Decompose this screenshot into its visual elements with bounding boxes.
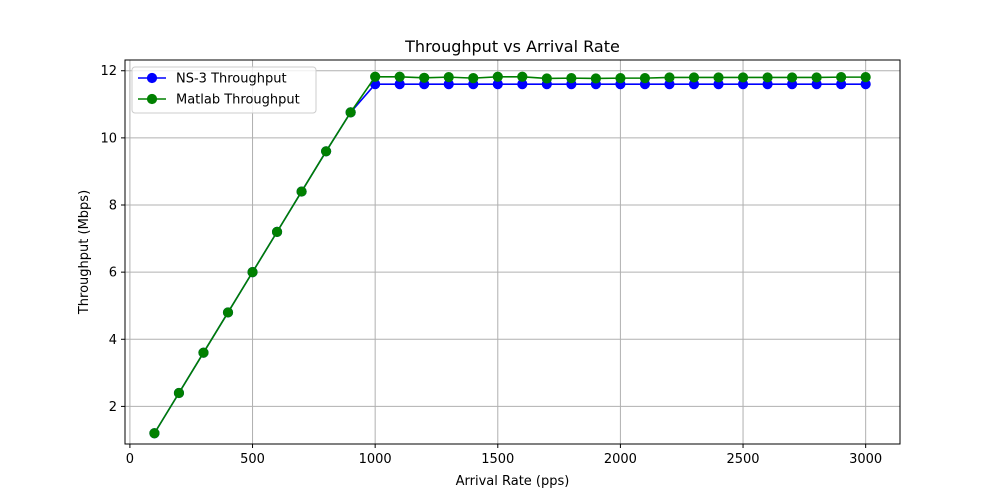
series-2-point <box>811 72 822 83</box>
series-2-point <box>443 72 454 83</box>
y-tick-label: 2 <box>109 400 117 415</box>
series-2-point <box>173 387 185 399</box>
x-tick-label: 0 <box>126 452 134 467</box>
y-axis-label: Throughput (Mbps) <box>77 190 92 315</box>
series-layer <box>149 71 871 439</box>
series-2-point <box>566 73 577 84</box>
series-2-point <box>590 73 601 84</box>
series-2-point <box>713 72 724 83</box>
x-tick-label: 3000 <box>849 452 882 467</box>
chart-title: Throughput vs Arrival Rate <box>404 37 620 56</box>
x-tick-label: 2500 <box>726 452 759 467</box>
legend-marker-2 <box>146 93 158 105</box>
legend-label-2: Matlab Throughput <box>176 93 300 108</box>
legend-entries: NS-3 Throughput Matlab Throughput <box>138 72 300 108</box>
plot-frame <box>124 59 901 445</box>
series-2-point <box>296 186 307 197</box>
series-line-2 <box>153 75 866 434</box>
series-2-point <box>639 73 651 84</box>
y-tick-label: 12 <box>100 64 117 79</box>
x-tick-label: 1000 <box>359 452 392 467</box>
y-tick-label: 6 <box>109 266 117 281</box>
series-2-point <box>222 307 234 318</box>
x-tick-label: 500 <box>240 452 265 467</box>
series-2-point <box>419 72 430 83</box>
series-2-point <box>762 72 773 83</box>
y-tick-label: 10 <box>100 131 117 146</box>
series-2-point <box>198 347 209 358</box>
legend-marker-1 <box>146 72 158 84</box>
series-2-point <box>247 267 258 278</box>
x-axis-label: Arrival Rate (pps) <box>456 474 570 489</box>
legend-label-1: NS-3 Throughput <box>176 72 287 87</box>
series-2-point <box>149 428 160 439</box>
series-2-point <box>271 226 283 237</box>
series-2-point <box>517 71 528 82</box>
series-2-point <box>345 107 356 118</box>
series-2-point <box>541 73 552 84</box>
series-2-point <box>321 146 332 157</box>
legend: NS-3 Throughput Matlab Throughput <box>131 66 317 114</box>
series-2-point <box>860 72 871 83</box>
series-2-point <box>664 72 675 83</box>
legend-box <box>131 66 317 114</box>
grid-layer <box>125 60 900 444</box>
y-tick-label: 4 <box>109 333 117 348</box>
tick-layer: 0 500 1000 1500 2000 2500 3000 2 4 6 8 10 12 <box>100 64 882 467</box>
series-2-point <box>492 71 503 82</box>
series-2-point <box>786 72 798 83</box>
series-2-point <box>688 72 700 83</box>
series-2-point <box>370 71 381 82</box>
y-tick-label: 8 <box>109 199 117 214</box>
series-2-point <box>394 71 405 82</box>
series-2-point <box>468 73 479 84</box>
series-2-point <box>836 72 847 83</box>
series-2-point <box>737 72 749 83</box>
x-tick-label: 1500 <box>481 452 514 467</box>
series-2-point <box>615 73 626 84</box>
x-tick-label: 2000 <box>604 452 637 467</box>
